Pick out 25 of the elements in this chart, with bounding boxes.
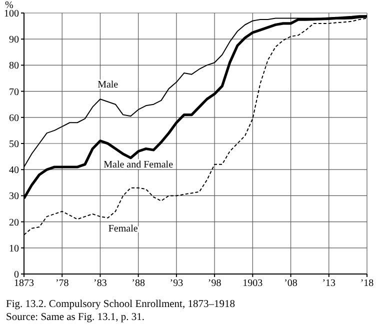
- y-tick-label: 50: [9, 139, 19, 150]
- x-tick-label: ’18: [360, 278, 374, 290]
- text: Fig. 13.2. Compulsory School Enrollment, 1873–1918: [6, 298, 236, 311]
- y-tick-label: 30: [9, 191, 19, 202]
- x-tick-label: ’98: [208, 278, 222, 290]
- y-tick-label: 70: [9, 86, 19, 98]
- y-tick-label: 10: [9, 243, 19, 254]
- x-tick-label: 1873: [14, 278, 34, 290]
- y-tick-label: 80: [9, 60, 19, 72]
- y-tick-label: 0: [14, 270, 19, 280]
- y-axis-title: %: [5, 0, 14, 11]
- series-label: Female: [108, 224, 138, 235]
- x-tick-label: ’83: [94, 278, 107, 290]
- x-tick-label: 1903: [242, 278, 263, 290]
- y-tick-label: 20: [9, 217, 19, 228]
- y-tick-label: 40: [9, 165, 19, 176]
- x-tick-label: ’78: [55, 278, 69, 290]
- source-note: Source: Same as Fig. 13.1, p. 31.: [6, 311, 146, 324]
- y-tick-label: 100: [4, 8, 19, 20]
- y-tick-label: 90: [9, 34, 19, 46]
- x-tick-label: ’13: [322, 278, 336, 290]
- y-tick-label: 60: [9, 112, 19, 124]
- x-tick-label: ’08: [284, 278, 298, 290]
- x-tick-label: ’88: [132, 278, 146, 290]
- x-tick-label: ’93: [170, 278, 184, 290]
